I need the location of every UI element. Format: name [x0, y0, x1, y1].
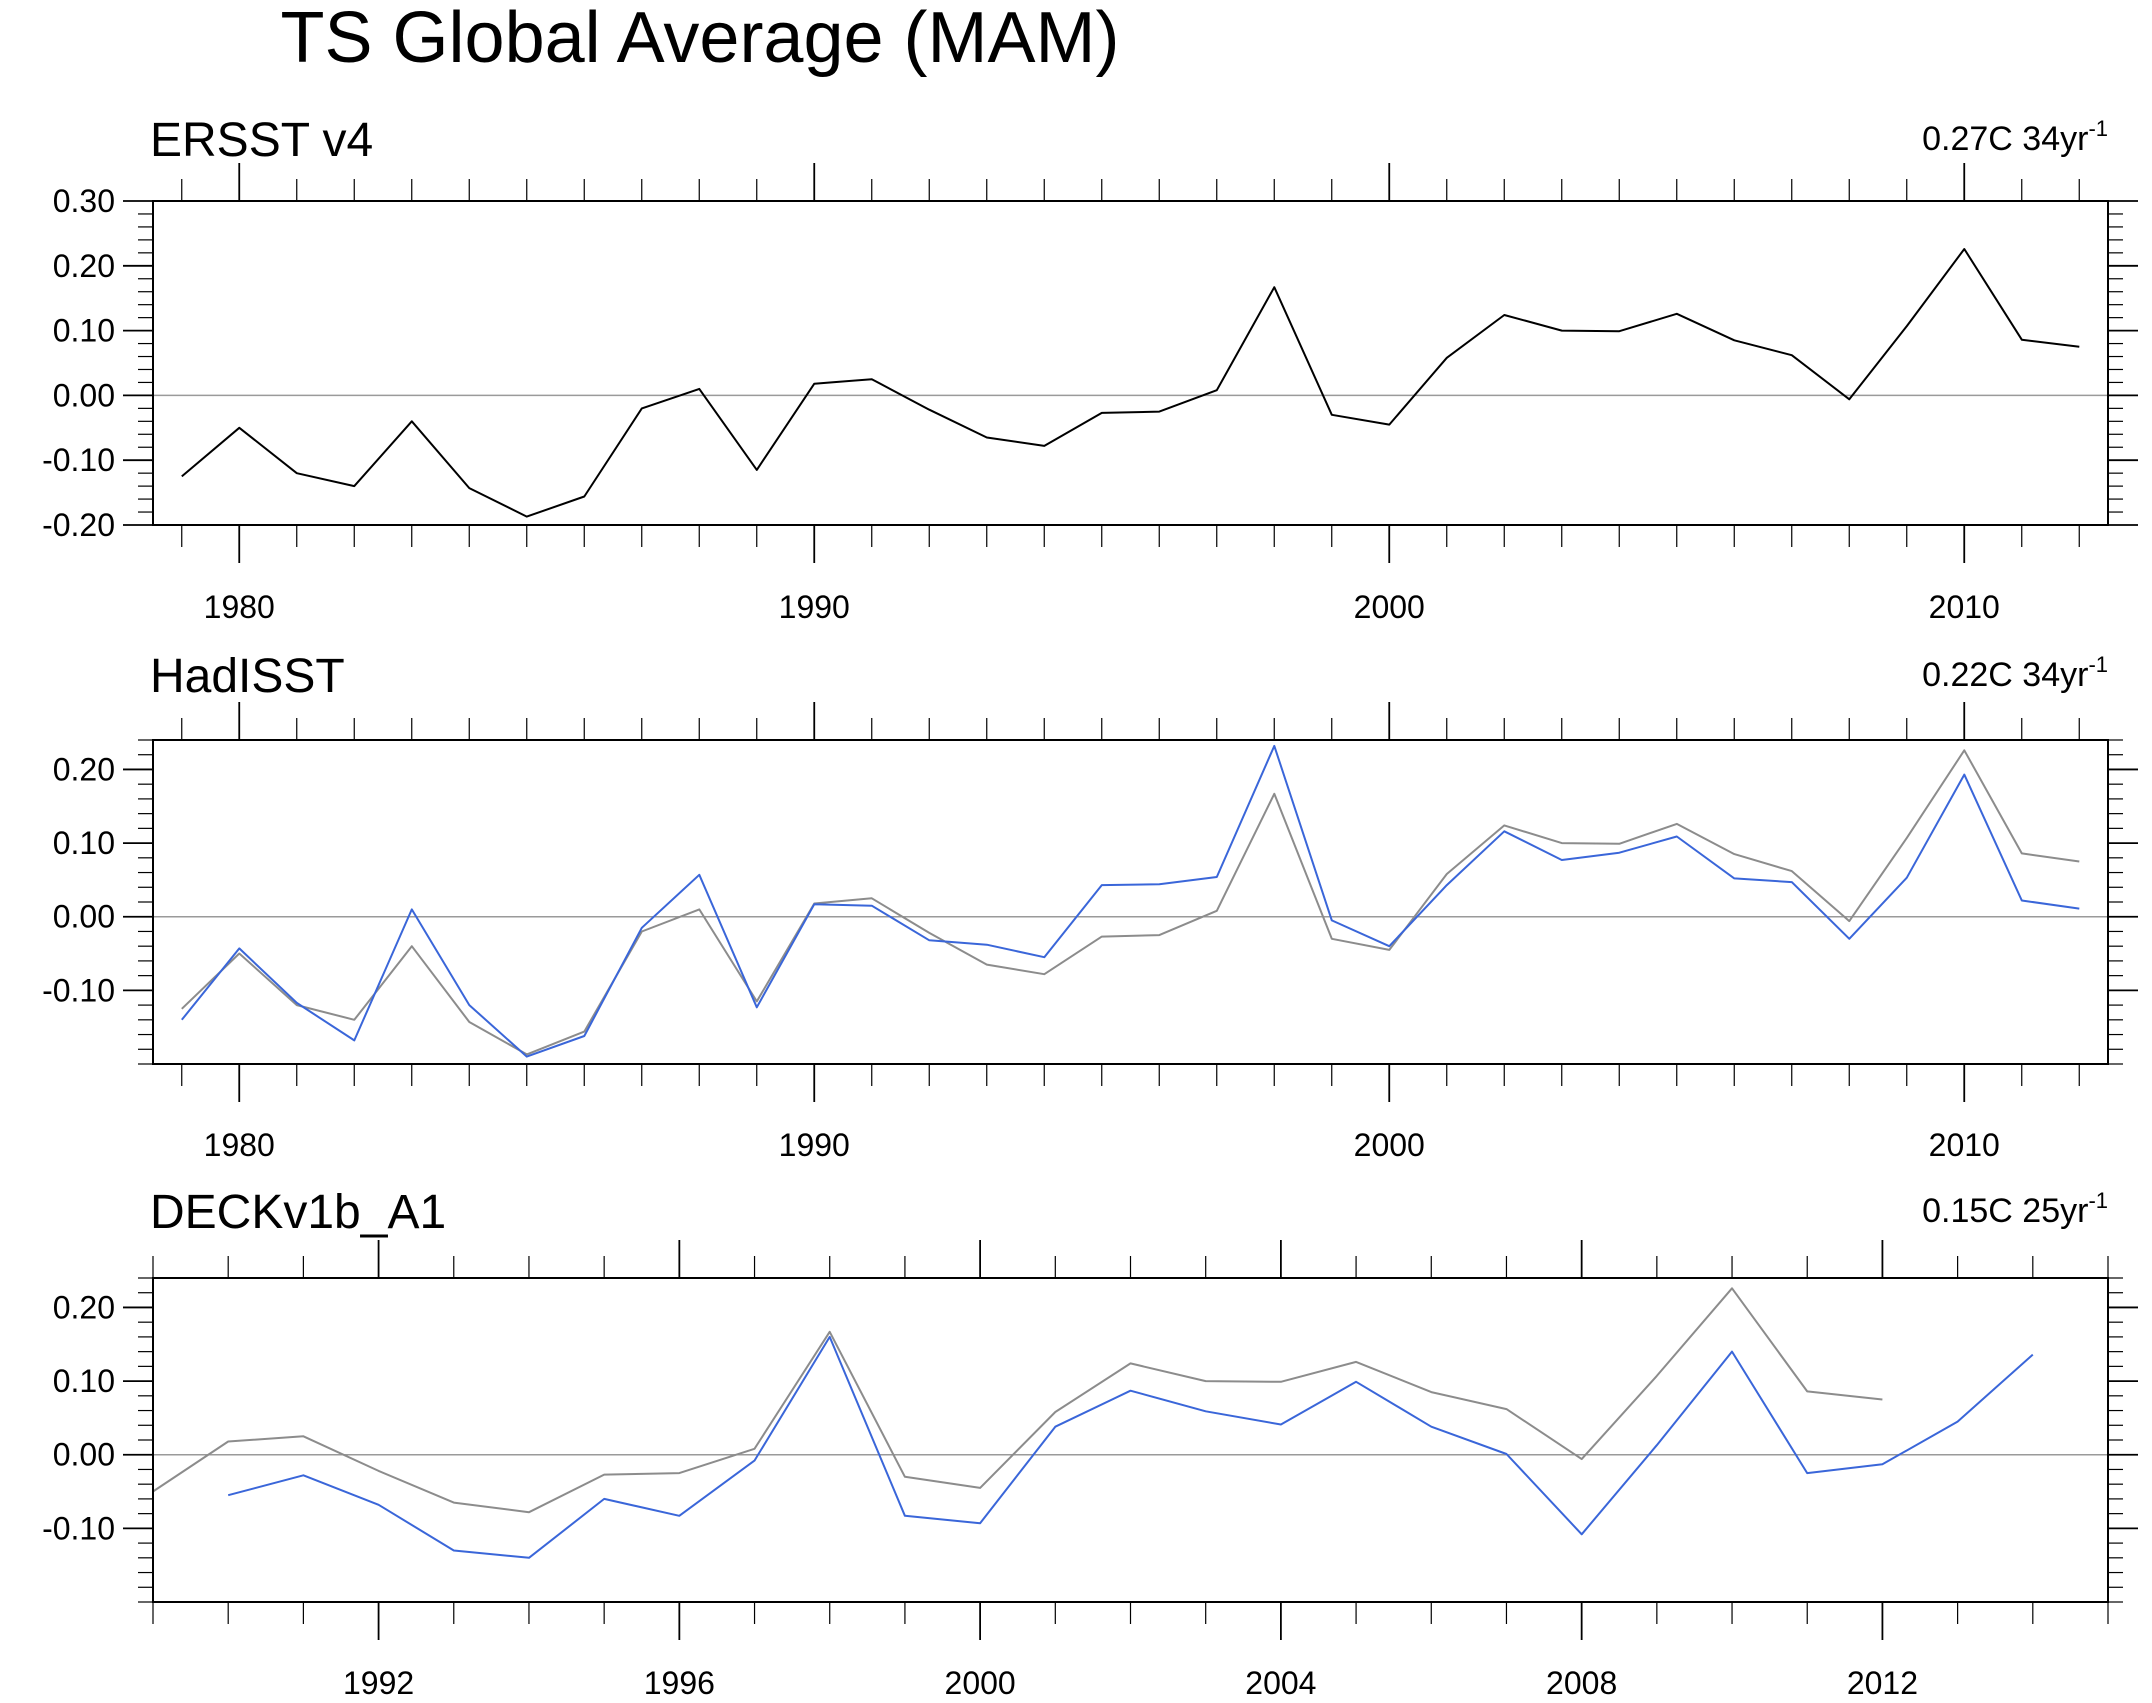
panel-hadisst: HadISST 0.22C 34yr-1 -0.10 0.00 0.10 0.20 19… [42, 650, 2138, 1163]
x-tick-label: 2004 [1245, 1665, 1316, 1701]
plot-frame [152, 1277, 2109, 1603]
trend-label: 0.15C 25yr-1 [1922, 1188, 2108, 1230]
panel-ersst: ERSST v4 0.27C 34yr-1 -0.20 -0.10 0.00 0.10… [42, 114, 2138, 625]
y-tick-label: 0.00 [53, 1437, 115, 1473]
x-tick-label: 2012 [1847, 1665, 1918, 1701]
y-tick-label: 0.30 [53, 183, 115, 219]
x-tick-label: 2000 [1354, 589, 1425, 625]
y-tick-label: -0.10 [42, 1510, 115, 1546]
series-line-ersst-v4-reference- [181, 749, 2080, 1056]
x-tick-label: 1990 [779, 589, 850, 625]
y-tick-label: 0.10 [53, 1363, 115, 1399]
x-tick-label: 1996 [644, 1665, 715, 1701]
x-tick-label: 2000 [1354, 1127, 1425, 1163]
y-tick-label: 0.20 [53, 751, 115, 787]
x-tick-label: 2000 [945, 1665, 1016, 1701]
y-tick-label: 0.20 [53, 248, 115, 284]
panel-title: ERSST v4 [150, 114, 373, 167]
x-tick-label: 1980 [204, 589, 275, 625]
panel-title: DECKv1b_A1 [150, 1186, 446, 1239]
y-tick-label: 0.00 [53, 899, 115, 935]
y-tick-label: 0.10 [53, 313, 115, 349]
trend-label: 0.27C 34yr-1 [1922, 116, 2108, 158]
x-tick-label: 2010 [1929, 1127, 2000, 1163]
panel-title: HadISST [150, 650, 345, 703]
x-tick-label: 2008 [1546, 1665, 1617, 1701]
y-tick-label: -0.10 [42, 442, 115, 478]
series-line-deckv1b-a1 [227, 1335, 2034, 1559]
y-tick-label: -0.20 [42, 507, 115, 543]
panel-deck: DECKv1b_A1 0.15C 25yr-1 -0.10 0.00 0.10 0.2… [42, 1186, 2138, 1701]
plot-frame [152, 200, 2109, 526]
y-tick-label: 0.10 [53, 825, 115, 861]
figure-title: TS Global Average (MAM) [281, 0, 1120, 78]
series-line-ersst-v4-reference- [152, 1287, 1883, 1514]
y-tick-label: -0.10 [42, 972, 115, 1008]
series-line-hadisst [181, 744, 2080, 1058]
x-tick-label: 1990 [779, 1127, 850, 1163]
plot-frame [152, 739, 2109, 1065]
series-line-ersst-v4 [181, 248, 2080, 518]
x-tick-label: 1992 [343, 1665, 414, 1701]
x-tick-label: 2010 [1929, 589, 2000, 625]
trend-label: 0.22C 34yr-1 [1922, 652, 2108, 694]
y-tick-label: 0.00 [53, 377, 115, 413]
x-tick-label: 1980 [204, 1127, 275, 1163]
y-tick-label: 0.20 [53, 1289, 115, 1325]
